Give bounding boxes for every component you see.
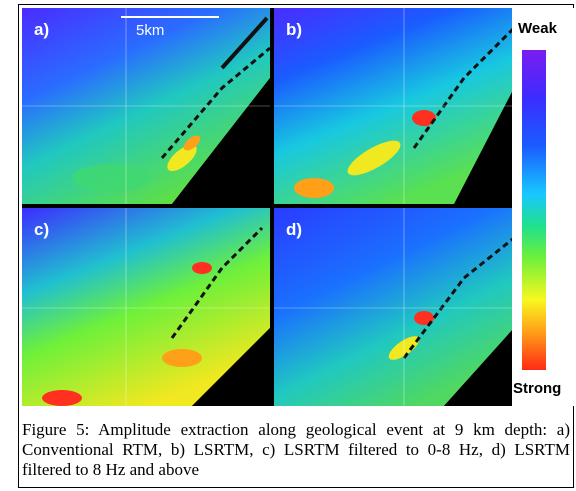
panel-a-label: a) (34, 20, 50, 39)
panel-c-label: c) (34, 220, 50, 239)
panel-d-map (274, 208, 514, 406)
panel-a: a) (22, 8, 270, 204)
figure-caption: Figure 5: Amplitude extraction along geo… (22, 420, 570, 479)
panel-b: b) (274, 8, 514, 204)
panel-b-label: b) (286, 20, 303, 39)
colorbar-weak-label: Weak (518, 20, 557, 37)
panel-a-map (22, 8, 270, 204)
colorbar-strong-label: Strong (513, 380, 562, 397)
panel-d: d) (274, 208, 514, 406)
panels-grid: a) b) (22, 8, 574, 406)
scale-bar-line (121, 16, 219, 18)
panel-b-map (274, 8, 514, 204)
panel-d-label: d) (286, 220, 303, 239)
panel-c-map (22, 208, 270, 406)
scale-bar-label: 5km (136, 22, 165, 39)
panel-c: c) (22, 208, 270, 406)
colorbar-gradient (522, 50, 546, 370)
